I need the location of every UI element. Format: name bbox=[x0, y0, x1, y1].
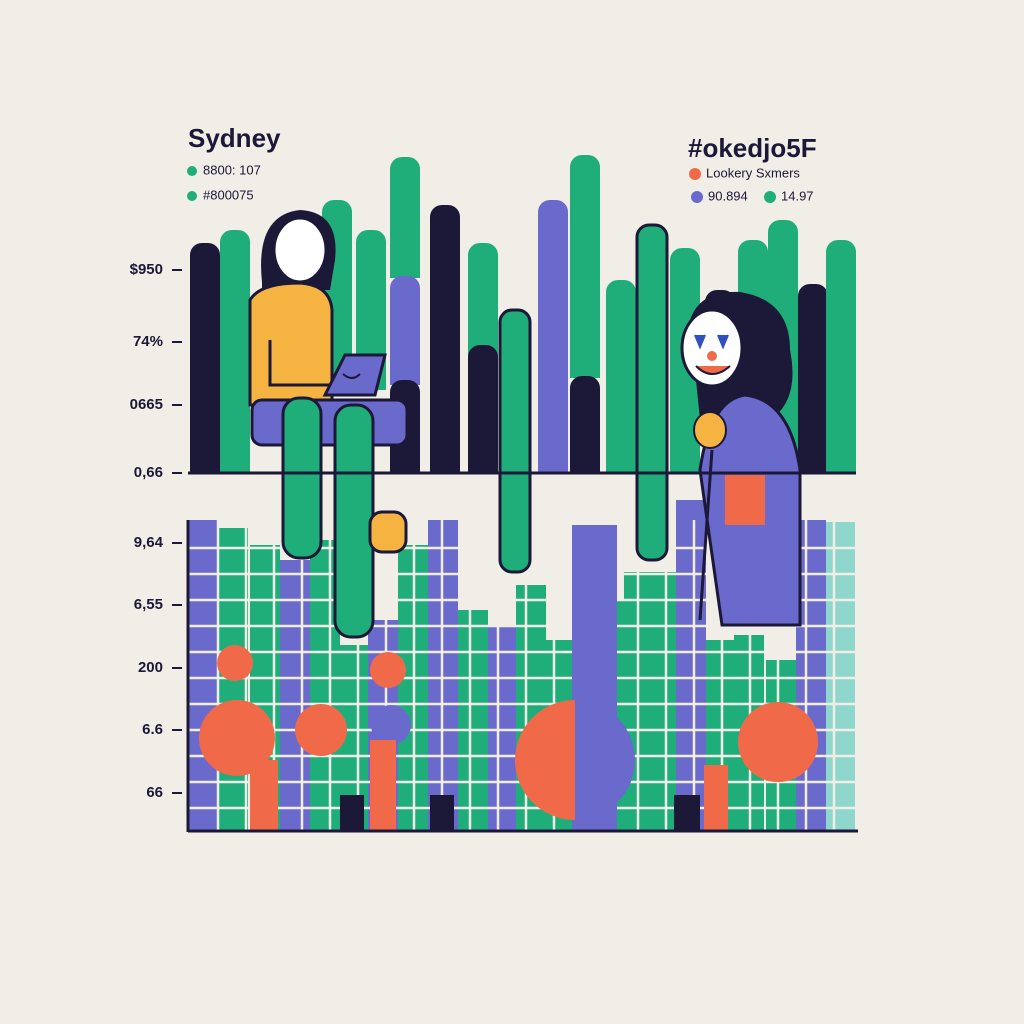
laptop-logo bbox=[342, 373, 361, 379]
block bbox=[674, 795, 700, 831]
axis-label: 66 bbox=[146, 784, 163, 801]
grid-column bbox=[280, 560, 310, 831]
bar bbox=[570, 155, 600, 378]
legend-item: 14.97 bbox=[781, 188, 814, 203]
bar-base bbox=[468, 453, 498, 473]
axis-label: 0665 bbox=[130, 396, 163, 413]
bar-base bbox=[190, 453, 220, 473]
circle bbox=[370, 652, 406, 688]
axis-label: 6,55 bbox=[134, 596, 163, 613]
legend-item: 8800: 107 bbox=[203, 162, 261, 177]
leg bbox=[333, 403, 375, 639]
bar bbox=[826, 240, 856, 473]
bar bbox=[570, 376, 600, 473]
axis-label: $950 bbox=[130, 261, 163, 278]
bar-base bbox=[538, 453, 568, 473]
arm bbox=[268, 340, 345, 387]
axis-label: 9,64 bbox=[134, 534, 164, 551]
circle bbox=[295, 704, 347, 756]
torso bbox=[248, 281, 334, 407]
half-circle bbox=[515, 700, 575, 820]
foot bbox=[368, 510, 408, 554]
axis-label: 200 bbox=[138, 659, 163, 676]
right-legend-title: #okedjo5F bbox=[688, 133, 817, 163]
block bbox=[430, 795, 454, 831]
bar bbox=[635, 223, 669, 562]
bar-base bbox=[670, 453, 700, 473]
legend-item: 90.894 bbox=[708, 188, 748, 203]
block bbox=[704, 765, 728, 831]
circle bbox=[738, 702, 818, 782]
bar bbox=[356, 230, 386, 390]
bar-base bbox=[220, 453, 250, 473]
bar bbox=[606, 280, 636, 473]
bar bbox=[498, 308, 532, 574]
eyes bbox=[694, 334, 729, 350]
legend-dot bbox=[689, 168, 701, 180]
lap bbox=[250, 398, 409, 447]
axes: $950 74% 0665 0,66 9,64 6,55 200 6.6 66 bbox=[130, 261, 858, 833]
legend-dot bbox=[764, 191, 776, 203]
legend-item: #800075 bbox=[203, 187, 254, 202]
grid-column bbox=[488, 625, 518, 831]
grid-column bbox=[826, 522, 855, 831]
left-legend-title: Sydney bbox=[188, 123, 281, 153]
laptop bbox=[322, 353, 387, 397]
axis-label: 74% bbox=[133, 333, 163, 350]
bar bbox=[430, 205, 460, 473]
bar-base bbox=[390, 453, 420, 473]
cane bbox=[698, 449, 714, 621]
legend-item: Lookery Sxmers bbox=[706, 165, 800, 180]
bar bbox=[190, 243, 220, 473]
lower-grid bbox=[188, 500, 856, 831]
half-circle bbox=[575, 700, 635, 820]
bar bbox=[538, 200, 568, 473]
bar-base bbox=[570, 358, 600, 378]
dress-patch bbox=[725, 475, 765, 525]
axis-label: 0,66 bbox=[134, 464, 163, 481]
bar-base bbox=[430, 453, 460, 473]
face bbox=[272, 216, 328, 284]
bar bbox=[468, 345, 498, 473]
circle bbox=[371, 705, 411, 745]
circle bbox=[217, 645, 253, 681]
circle bbox=[199, 700, 275, 776]
bar-base bbox=[826, 453, 856, 473]
grid-column bbox=[458, 610, 488, 831]
mouth bbox=[695, 365, 731, 375]
bar-base bbox=[570, 453, 600, 473]
hand bbox=[693, 411, 727, 449]
bar bbox=[220, 230, 250, 473]
bar-base bbox=[390, 258, 420, 278]
block bbox=[250, 760, 278, 831]
block bbox=[340, 795, 364, 831]
grid-column bbox=[188, 520, 218, 831]
nose bbox=[707, 351, 717, 361]
bar-base bbox=[390, 365, 420, 385]
grid-column bbox=[676, 500, 706, 831]
bar bbox=[390, 276, 420, 385]
legend-dot bbox=[187, 166, 197, 176]
block bbox=[370, 740, 396, 831]
axis-label: 6.6 bbox=[142, 721, 163, 738]
legend-dot bbox=[187, 191, 197, 201]
bar bbox=[798, 284, 828, 473]
legend-dot bbox=[691, 191, 703, 203]
leg bbox=[281, 396, 323, 560]
bar-base bbox=[606, 453, 636, 473]
bar-base bbox=[798, 453, 828, 473]
person-left bbox=[248, 210, 409, 639]
person-right bbox=[680, 291, 802, 627]
bar bbox=[390, 157, 420, 278]
